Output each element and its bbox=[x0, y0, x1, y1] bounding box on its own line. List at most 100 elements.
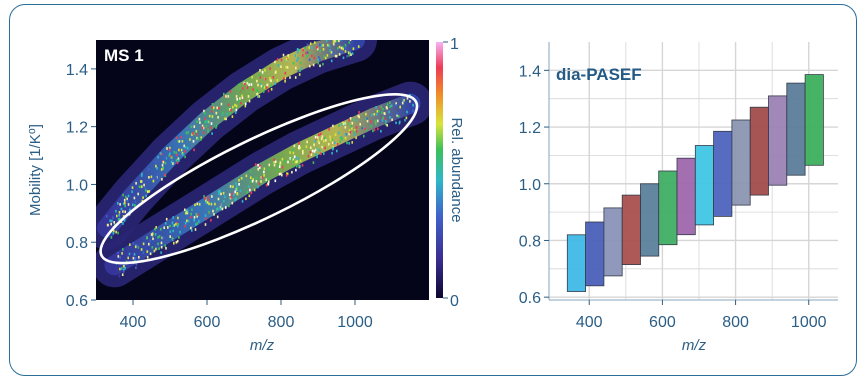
ms1-point bbox=[243, 82, 246, 86]
ms1-point bbox=[164, 161, 167, 165]
ms1-point bbox=[193, 218, 195, 222]
ms1-point bbox=[255, 180, 258, 183]
ms1-point bbox=[344, 136, 347, 140]
ms1-point bbox=[281, 173, 283, 177]
ms1-point bbox=[185, 210, 188, 214]
ms1-point bbox=[222, 191, 225, 195]
ms1-point bbox=[358, 115, 360, 119]
ms1-point bbox=[315, 147, 318, 151]
ms1-point bbox=[266, 83, 269, 87]
ms1-point bbox=[279, 163, 281, 166]
ms1-point bbox=[292, 151, 295, 155]
ms1-point bbox=[219, 189, 221, 193]
ms1-point bbox=[339, 140, 341, 143]
ms1-point bbox=[270, 84, 273, 87]
ms1-point bbox=[336, 40, 338, 43]
ms1-point bbox=[232, 185, 234, 188]
ms1-point bbox=[378, 110, 380, 113]
ms1-point bbox=[231, 192, 233, 195]
ms1-point bbox=[149, 239, 152, 243]
ms1-point bbox=[250, 191, 253, 195]
ms1-point bbox=[323, 139, 325, 143]
ms1-point bbox=[258, 164, 260, 167]
ms1-point bbox=[146, 190, 149, 193]
ms1-point bbox=[348, 129, 351, 132]
ms1-point bbox=[168, 154, 171, 157]
ms1-point bbox=[155, 164, 157, 168]
ms1-point bbox=[129, 243, 131, 246]
ms1-band-core-1 bbox=[104, 93, 421, 276]
ms1-point bbox=[169, 230, 172, 233]
ms1-point bbox=[207, 120, 210, 124]
ms1-point bbox=[316, 155, 318, 159]
ms1-point bbox=[302, 54, 304, 57]
ms1-point bbox=[272, 76, 275, 79]
ms1-point bbox=[308, 64, 311, 68]
ms1-point bbox=[298, 73, 301, 76]
ms1-point bbox=[329, 49, 331, 52]
ms1-point bbox=[211, 195, 213, 198]
ms1-point bbox=[315, 136, 317, 139]
dia-pasef-window-7 bbox=[676, 157, 696, 236]
ms1-point bbox=[241, 94, 243, 98]
ms1-point bbox=[161, 163, 164, 167]
ms1-point bbox=[261, 71, 264, 74]
ms1-point bbox=[210, 219, 212, 222]
ms1-point bbox=[162, 236, 164, 239]
ms1-point bbox=[281, 166, 284, 169]
ms1-point bbox=[329, 138, 332, 141]
ms1-point bbox=[395, 104, 398, 107]
ms1-point bbox=[118, 211, 121, 214]
ms1-point bbox=[298, 146, 300, 150]
ms1-point bbox=[258, 95, 261, 98]
ms1-point bbox=[234, 111, 237, 114]
ms1-point bbox=[282, 53, 285, 57]
ms1-point bbox=[379, 106, 381, 109]
ms1-point bbox=[340, 51, 343, 55]
ms1-point bbox=[248, 83, 250, 86]
dia-pasef-window-2 bbox=[585, 221, 605, 287]
ms1-point bbox=[225, 206, 227, 209]
ms1-point bbox=[186, 146, 189, 150]
ms1-point bbox=[210, 202, 213, 206]
ms1-point bbox=[195, 223, 197, 226]
ms1-point bbox=[257, 90, 259, 93]
ms1-point bbox=[196, 215, 198, 218]
ms1-point bbox=[299, 146, 302, 149]
ms1-point bbox=[380, 129, 382, 133]
ms1-point bbox=[154, 227, 156, 231]
ms1-point bbox=[155, 176, 158, 179]
ms1-point bbox=[171, 237, 173, 240]
ms1-point bbox=[204, 121, 206, 124]
ms1-point bbox=[374, 119, 377, 123]
ms1-point bbox=[135, 243, 137, 247]
ms1-point bbox=[218, 190, 220, 193]
ms1-point bbox=[211, 105, 213, 109]
ms1-point bbox=[190, 212, 192, 216]
ms1-point bbox=[348, 35, 350, 38]
ms1-point bbox=[284, 71, 287, 75]
ms1-point bbox=[405, 116, 408, 120]
ms1-point bbox=[319, 64, 321, 68]
ms1-point bbox=[201, 126, 204, 130]
ms1-point bbox=[398, 121, 401, 125]
ms1-y-tick-label: 1.2 bbox=[66, 120, 88, 137]
ms1-point bbox=[196, 202, 199, 206]
ms1-point bbox=[205, 217, 207, 220]
ms1-point bbox=[279, 161, 282, 164]
ms1-point bbox=[117, 202, 119, 205]
ms1-point bbox=[178, 148, 180, 152]
ms1-point bbox=[252, 178, 254, 181]
ms1-point bbox=[260, 180, 262, 183]
ms1-point bbox=[121, 273, 124, 276]
ms1-point bbox=[235, 95, 238, 98]
ms1-point bbox=[262, 85, 264, 89]
ms1-point bbox=[314, 139, 317, 143]
ms1-point bbox=[117, 255, 120, 258]
ms1-point bbox=[175, 136, 178, 140]
ms1-point bbox=[337, 131, 340, 135]
ms1-point bbox=[281, 157, 284, 161]
ms1-point bbox=[184, 221, 187, 225]
ms1-point bbox=[321, 135, 324, 138]
ms1-point bbox=[287, 54, 289, 57]
